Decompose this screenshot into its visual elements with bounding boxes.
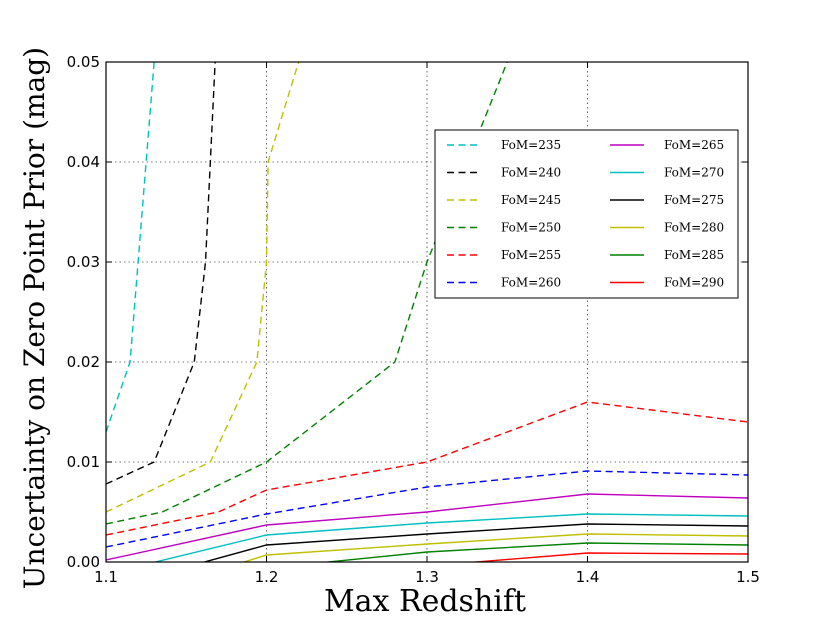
y-tick-label: 0.02 bbox=[67, 353, 100, 371]
series-line-fom-260 bbox=[106, 470, 748, 548]
y-tick-label: 0.05 bbox=[67, 53, 100, 71]
series-line-fom-240 bbox=[106, 62, 216, 485]
y-tick-label: 0.00 bbox=[67, 553, 100, 571]
x-tick-label: 1.5 bbox=[736, 568, 760, 586]
legend-label: FoM=235 bbox=[501, 138, 561, 152]
series-line-fom-285 bbox=[321, 542, 748, 562]
x-tick-label: 1.2 bbox=[255, 568, 279, 586]
legend-label: FoM=240 bbox=[501, 166, 561, 180]
y-tick-label: 0.03 bbox=[67, 253, 100, 271]
legend-label: FoM=255 bbox=[501, 248, 561, 262]
x-tick-label: 1.3 bbox=[415, 568, 439, 586]
series-line-fom-235 bbox=[106, 62, 155, 433]
legend-label: FoM=265 bbox=[664, 138, 724, 152]
legend-label: FoM=285 bbox=[664, 248, 724, 262]
legend-label: FoM=280 bbox=[664, 221, 724, 235]
ticks: 1.1 1.2 1.3 1.4 1.5 0.00 0.01 0.02 0.03 0.04 0.05 bbox=[67, 53, 760, 586]
y-axis-label: Uncertainty on Zero Point Prior (mag) bbox=[18, 47, 51, 589]
legend-label: FoM=275 bbox=[664, 193, 724, 207]
legend: FoM=235 FoM=240 FoM=245 FoM=250 FoM=255 FoM=2… bbox=[434, 129, 739, 299]
series-line-fom-245 bbox=[106, 62, 300, 513]
series-line-fom-265 bbox=[106, 493, 748, 561]
legend-label: FoM=245 bbox=[501, 193, 561, 207]
legend-box bbox=[434, 129, 739, 299]
legend-label: FoM=270 bbox=[664, 166, 724, 180]
series-line-fom-280 bbox=[241, 533, 748, 562]
legend-label: FoM=260 bbox=[501, 276, 561, 290]
y-tick-label: 0.01 bbox=[67, 453, 100, 471]
series-layer bbox=[106, 62, 748, 562]
series-line-fom-255 bbox=[106, 401, 748, 536]
x-axis-label: Max Redshift bbox=[324, 584, 526, 619]
legend-label: FoM=250 bbox=[501, 221, 561, 235]
series-line-fom-275 bbox=[201, 523, 748, 562]
legend-label: FoM=290 bbox=[664, 276, 724, 290]
x-tick-label: 1.1 bbox=[94, 568, 118, 586]
x-tick-label: 1.4 bbox=[576, 568, 600, 586]
y-tick-label: 0.04 bbox=[67, 153, 100, 171]
series-line-fom-270 bbox=[152, 513, 748, 562]
